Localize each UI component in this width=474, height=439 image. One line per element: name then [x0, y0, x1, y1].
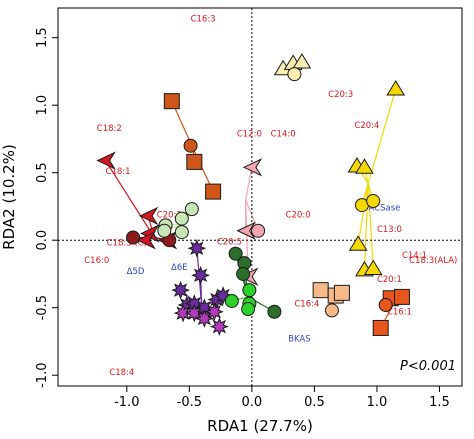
- fatty-acid-label: C18:2: [97, 124, 122, 134]
- fatty-acid-label: C20:5: [217, 237, 242, 247]
- y-tick-label: -0.5: [35, 295, 50, 320]
- pale-green-circle-marker: [174, 211, 189, 226]
- fatty-acid-label: C20:1: [377, 275, 402, 285]
- reference-lines: [58, 8, 462, 386]
- pale-green-circle-marker: [184, 202, 199, 217]
- enzyme-label: ACSase: [369, 204, 401, 214]
- yellow-triangle-marker: [363, 259, 383, 276]
- fatty-acid-label: C12:0: [237, 129, 262, 139]
- dark-green-circle-marker: [267, 304, 282, 319]
- orange-square-marker: [186, 153, 203, 170]
- pale-green-circle-marker: [174, 225, 189, 240]
- light-yellow-triangle-marker: [292, 53, 312, 69]
- bright-green-circle-marker: [241, 302, 256, 317]
- magenta-star-marker: [173, 303, 193, 323]
- fatty-acid-label: C18:3(ALA): [409, 256, 457, 266]
- y-tick-label: -1.0: [35, 363, 50, 388]
- peach-square-marker: [312, 282, 329, 299]
- red-arrowhead-marker: [138, 206, 159, 226]
- sample-points: [96, 53, 410, 336]
- enzyme-labels: ACSase Δ5D Δ6E BKAS: [127, 204, 401, 345]
- x-axis-label: RDA1 (27.7%): [207, 417, 313, 435]
- y-axis: -1.0 -0.5 0.0 0.5 1.0 1.5: [35, 27, 58, 388]
- y-axis-label: RDA2 (10.2%): [0, 144, 18, 250]
- pink-circle-marker: [251, 223, 266, 238]
- y-tick-label: 1.5: [35, 27, 50, 48]
- dark-green-circle-marker: [236, 266, 251, 281]
- peach-square-marker: [333, 284, 350, 301]
- x-tick-label: -1.0: [114, 395, 139, 410]
- red-arrowhead-marker: [136, 231, 156, 250]
- magenta-star-marker: [209, 317, 229, 336]
- enzyme-label: BKAS: [288, 334, 310, 344]
- magenta-star-marker: [194, 309, 214, 328]
- pink-arrowhead-marker: [236, 221, 256, 240]
- y-tick-label: 0.0: [35, 230, 50, 251]
- yellow-triangle-marker: [348, 235, 368, 251]
- peach-circle-marker: [324, 303, 339, 318]
- y-tick-label: 1.0: [35, 95, 50, 116]
- fatty-acid-label: C20:4: [354, 121, 379, 131]
- fatty-acid-label: C14:1: [402, 251, 427, 261]
- x-tick-label: 0.0: [242, 395, 263, 410]
- bright-green-circle-marker: [242, 283, 257, 298]
- purple-star-marker: [187, 238, 207, 258]
- red-arrowhead-marker: [96, 151, 116, 170]
- pale-green-circle-marker: [157, 223, 172, 238]
- fatty-acid-label: C16:4: [294, 299, 319, 309]
- fatty-acid-labels: C16:3 C18:2 C18:1 C20:2 C18:3 (C) C16:0 C20:5 C…: [84, 15, 457, 379]
- enzyme-label: Δ5D: [127, 267, 145, 277]
- orange-square-marker: [163, 93, 180, 110]
- dark-green-circle-marker: [228, 246, 243, 261]
- significance-annotation: P<0.001: [400, 359, 456, 374]
- dark-red-circle-marker: [126, 230, 141, 245]
- spider-line: [367, 88, 397, 184]
- x-tick-label: -0.5: [177, 395, 202, 410]
- yellow-circle-marker: [366, 194, 381, 209]
- fatty-acid-label: C20:2: [157, 210, 182, 220]
- x-axis: -1.0 -0.5 0.0 0.5 1.0 1.5: [114, 386, 450, 410]
- fatty-acid-label: C18:3 (C): [107, 239, 147, 249]
- x-tick-label: 1.5: [429, 395, 450, 410]
- light-yellow-circle-marker: [287, 67, 302, 82]
- spider-line: [245, 167, 253, 200]
- fatty-acid-label: C14:0: [271, 129, 296, 139]
- fatty-acid-label: C18:4: [109, 368, 134, 378]
- pink-arrowhead-marker: [242, 158, 263, 177]
- orange-square-marker: [205, 183, 222, 200]
- yellow-triangle-marker: [355, 158, 374, 174]
- fatty-acid-label: C16:1: [387, 307, 412, 317]
- x-tick-label: 0.5: [304, 395, 325, 410]
- fatty-acid-label: C16:0: [84, 256, 109, 266]
- fatty-acid-label: C13:0: [377, 225, 402, 235]
- magenta-star-marker: [204, 302, 224, 322]
- y-tick-label: 0.5: [35, 162, 50, 183]
- spider-line: [357, 183, 369, 245]
- orange-red-circle-marker: [378, 298, 393, 312]
- fatty-acid-label: C16:3: [191, 15, 216, 25]
- orange-circle-marker: [183, 138, 198, 153]
- purple-star-marker: [191, 265, 210, 285]
- purple-star-marker: [171, 280, 190, 300]
- orange-red-square-marker: [372, 319, 389, 336]
- enzyme-label: Δ6E: [171, 263, 188, 273]
- orange-red-square-marker: [393, 288, 410, 305]
- plot-frame: [57, 7, 463, 387]
- fatty-acid-label: C20:3: [328, 90, 353, 100]
- x-tick-label: 1.0: [367, 395, 388, 410]
- bright-green-circle-marker: [224, 293, 239, 308]
- fatty-acid-label: C20:0: [286, 210, 311, 220]
- fatty-acid-label: C18:1: [106, 167, 131, 177]
- yellow-triangle-marker: [386, 80, 406, 96]
- spider-line: [105, 160, 155, 238]
- magenta-star-marker: [184, 303, 204, 323]
